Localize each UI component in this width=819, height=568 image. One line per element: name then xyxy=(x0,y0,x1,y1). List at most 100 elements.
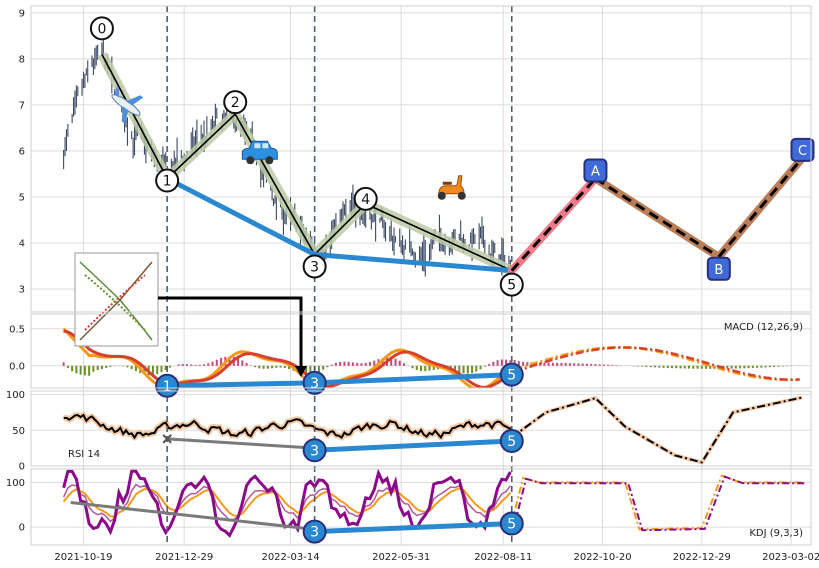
price-y-tick-label-4: 7 xyxy=(19,100,25,111)
rsi-label: RSI 14 xyxy=(68,449,100,460)
x-tick-label-7: 2023-03-02 xyxy=(762,552,819,563)
x-tick-label-5: 2022-10-20 xyxy=(573,552,631,563)
projection-badge-text: A xyxy=(591,165,600,180)
projection-badge-box xyxy=(790,137,815,162)
price-y-tick-label-6: 9 xyxy=(19,8,25,19)
price-panel-frame xyxy=(30,5,812,313)
price-y-tick-label-3: 6 xyxy=(19,146,25,157)
macd-panel xyxy=(62,327,801,388)
thumbnail-curve xyxy=(84,274,146,331)
kdj-badge-5: 5 xyxy=(499,511,524,536)
rsi-badge-3: 3 xyxy=(302,438,327,463)
x-tick-label-0: 2021-10-19 xyxy=(54,552,112,563)
price-y-tick-label-2: 5 xyxy=(19,192,25,203)
thumbnail-curve xyxy=(84,274,146,331)
dashed-vertical-lines xyxy=(166,6,513,545)
rsi-badge-5: 5 xyxy=(499,429,524,453)
kdj-k-line xyxy=(62,483,511,523)
macd-line xyxy=(62,327,511,388)
rsi-star-marker xyxy=(162,434,172,444)
macd-y-tick-label-1: 0.5 xyxy=(9,324,25,335)
wave-point-text: 3 xyxy=(310,259,319,275)
wave-point-2: 2 xyxy=(223,90,248,115)
airplane-wing xyxy=(121,106,129,124)
kdj-panel-frame xyxy=(30,468,812,546)
kdj-badge-5-circle xyxy=(499,511,524,536)
inset-connector xyxy=(158,296,303,372)
projection-badge-text: B xyxy=(714,263,723,278)
rsi-divergence-line xyxy=(167,437,315,450)
rsi-y-tick-label-1: 50 xyxy=(12,426,25,437)
kdj-y-tick-label-0: 0 xyxy=(19,523,25,534)
price-y-tick-label-5: 8 xyxy=(19,54,25,65)
scooter-seat xyxy=(442,181,452,185)
overlay-layer: A B C 0 1 2 3 4 5 1 3 5 3 5 3 5 xyxy=(74,16,815,544)
wave-point-5: 5 xyxy=(499,272,524,297)
wave-point-text: 0 xyxy=(97,21,106,37)
rsi-panel xyxy=(63,395,803,465)
macd-badge-3-text: 3 xyxy=(310,376,319,392)
macd-badge-5-circle xyxy=(499,362,524,387)
airplane-tail xyxy=(115,87,119,98)
kdj-label: KDJ (9,3,3) xyxy=(749,528,803,539)
kdj-d-line xyxy=(62,487,512,519)
scooter-wheel xyxy=(437,191,446,200)
projection-dash-0 xyxy=(510,177,597,272)
kdj-badge-3-text: 3 xyxy=(310,525,319,541)
wave-point-text: 2 xyxy=(231,95,240,111)
projection-badge-box xyxy=(583,158,608,183)
kdj-badge-3-circle xyxy=(302,519,327,544)
airplane-icon xyxy=(111,87,144,124)
x-tick-label-2: 2022-03-14 xyxy=(261,552,319,563)
wave-point-circle xyxy=(223,90,248,115)
projection-dash-2 xyxy=(717,156,804,258)
wave-point-circle xyxy=(353,186,378,211)
car-body xyxy=(241,140,278,160)
projection-badge-B: B xyxy=(706,256,731,281)
macd-y-tick-label-0: 0.0 xyxy=(9,361,25,372)
macd-badge-5-text: 5 xyxy=(507,368,516,384)
x-tick-label-4: 2022-08-11 xyxy=(474,552,532,563)
projection-badge-A: A xyxy=(583,158,608,183)
car-window xyxy=(262,143,269,149)
price-y-tick-label-1: 4 xyxy=(19,238,25,249)
thumbnail-curve xyxy=(79,261,153,341)
wave-point-0: 0 xyxy=(89,16,114,41)
macd-badge-1: 1 xyxy=(155,373,180,398)
projection-badge-C: C xyxy=(790,137,815,162)
projection-dash-1 xyxy=(594,177,720,259)
scooter-icon xyxy=(437,175,466,200)
macd-signal-projection-line xyxy=(514,346,800,381)
projection-badge-box xyxy=(706,256,731,281)
x-tick-label-6: 2022-12-29 xyxy=(673,552,731,563)
rsi-line xyxy=(63,413,512,440)
macd-panel-frame xyxy=(30,313,812,389)
scooter-body xyxy=(438,175,465,195)
rsi-trend-line xyxy=(314,438,512,453)
kdj-projection-j xyxy=(513,475,806,532)
wave-point-circle xyxy=(302,254,327,279)
rsi-badge-3-circle xyxy=(302,438,327,463)
thumbnail-inset xyxy=(74,252,159,347)
kdj-panel xyxy=(62,469,806,538)
x-tick-label-3: 2022-05-31 xyxy=(372,552,430,563)
rsi-badge-5-text: 5 xyxy=(507,434,516,450)
car-window xyxy=(254,143,261,149)
kdj-divergence-line xyxy=(70,501,315,531)
rsi-panel-frame xyxy=(30,390,812,467)
car-wheel xyxy=(246,156,255,165)
wave-band xyxy=(97,51,514,276)
kdj-badge-3: 3 xyxy=(302,519,327,544)
rsi-projection-line xyxy=(511,396,803,464)
airplane-wing xyxy=(126,95,144,106)
rsi-y-tick-label-2: 100 xyxy=(6,390,25,401)
wave-point-circle xyxy=(89,16,114,41)
wave-point-1: 1 xyxy=(155,168,180,193)
axes-layer: 2021-10-19 2021-12-29 2022-03-14 2022-05-31… xyxy=(6,5,819,563)
kdj-trend-line xyxy=(314,521,512,535)
wave-point-circle xyxy=(155,168,180,193)
wave-point-text: 1 xyxy=(163,174,172,190)
scooter-wheel xyxy=(457,191,466,200)
